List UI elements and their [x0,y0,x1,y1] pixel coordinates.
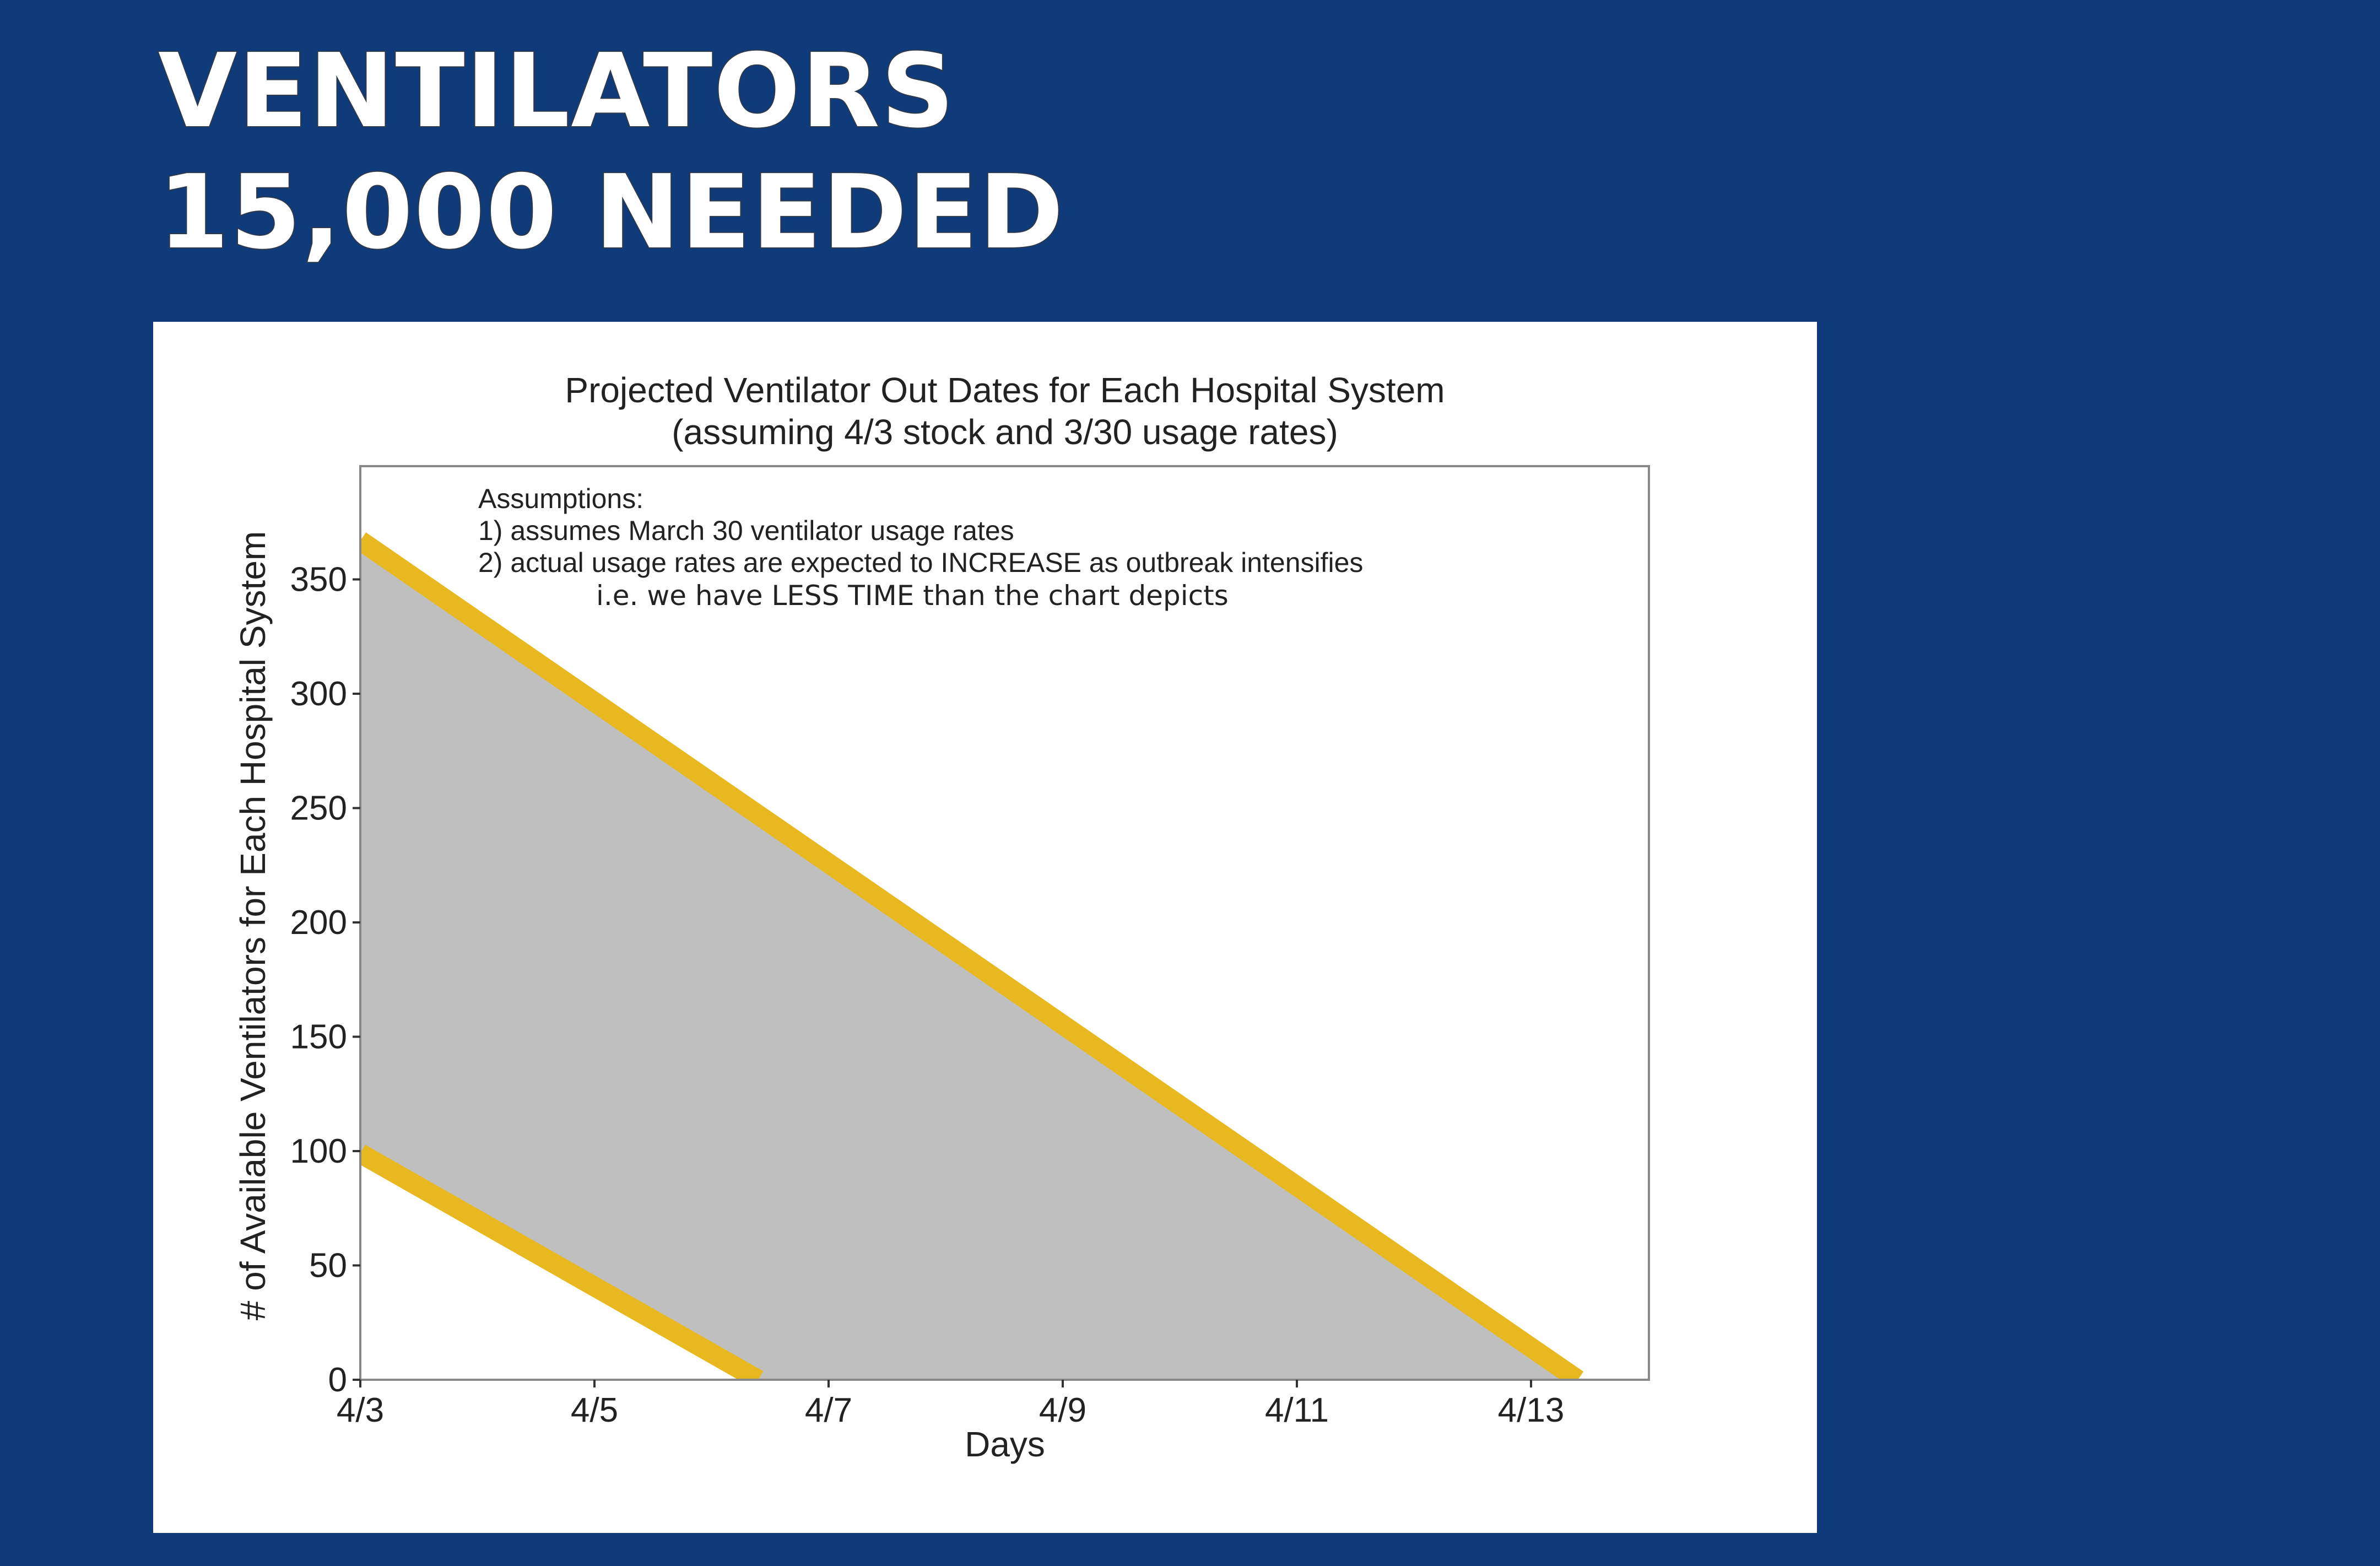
y-tick-label: 150 [290,1018,347,1056]
headline-line-1: VENTILATORS [157,30,956,152]
plot-area: 0 50 100 150 200 250 300 350 4/3 4/5 4/7 4/9 4/11 4/1… [290,465,1650,1429]
series-line-1 [360,532,1584,1380]
annotation-line-3: i.e. we have LESS TIME than the chart de… [596,580,1229,612]
annotation-heading: Assumptions: [478,483,643,514]
x-tick-label: 4/5 [571,1391,618,1429]
y-tick-label: 300 [290,675,347,713]
annotation-line-1: 1) assumes March 30 ventilator usage rat… [478,515,1014,546]
y-axis-label: # of Available Ventilators for Each Hosp… [233,531,273,1320]
x-tick-label: 4/13 [1498,1391,1565,1429]
y-tick-label: 50 [309,1247,347,1285]
chart-title: Projected Ventilator Out Dates for Each … [565,370,1445,410]
headline-line-2: 15,000 NEEDED [157,152,1065,273]
x-tick-label: 4/11 [1265,1391,1329,1429]
y-tick-label: 250 [290,790,347,828]
chart: Projected Ventilator Out Dates for Each … [233,370,1650,1464]
annotation-line-2: 2) actual usage rates are expected to IN… [478,547,1363,578]
assumptions-annotation: Assumptions: 1) assumes March 30 ventila… [478,483,1363,612]
y-tick-label: 100 [290,1132,347,1170]
chart-panel: Projected Ventilator Out Dates for Each … [153,322,1817,1533]
x-axis-label: Days [965,1424,1045,1464]
series-line-2 [360,1144,764,1380]
chart-subtitle: (assuming 4/3 stock and 3/30 usage rates… [672,412,1338,452]
x-tick-label: 4/7 [805,1391,852,1429]
x-tick-label: 4/3 [337,1391,384,1429]
x-tick-label: 4/9 [1039,1391,1086,1429]
headline: VENTILATORS 15,000 NEEDED [157,30,1065,273]
y-tick-label: 200 [290,904,347,942]
y-tick-label: 350 [290,561,347,599]
y-tick-label: 0 [328,1361,347,1399]
